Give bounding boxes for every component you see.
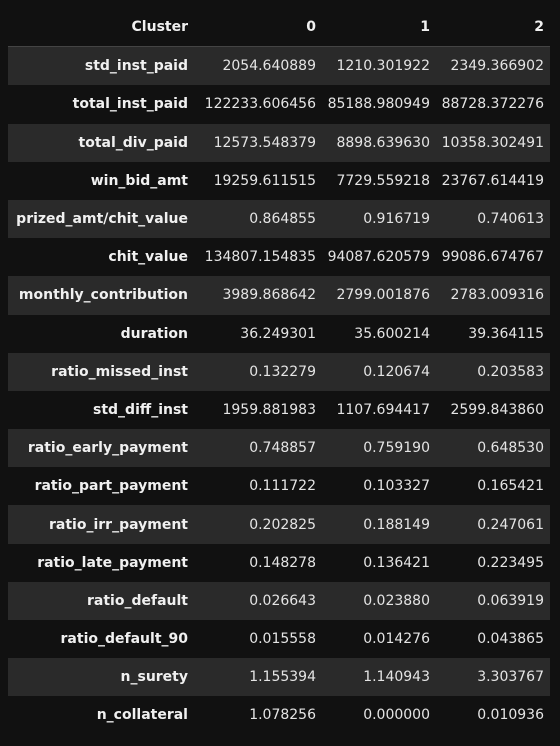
row-label: chit_value [108, 249, 188, 266]
row-label: total_div_paid [78, 134, 188, 151]
cell-value: 0.759190 [363, 440, 430, 457]
row-label: duration [120, 325, 188, 342]
table-row: std_diff_inst 1959.881983 1107.694417 25… [8, 390, 550, 430]
cell-value: 0.015558 [249, 631, 316, 648]
row-label: ratio_default [87, 592, 188, 609]
row-label: prized_amt/chit_value [16, 211, 188, 228]
cell-value: 1.155394 [249, 669, 316, 686]
column-header-2: 2 [436, 8, 550, 48]
row-label: ratio_irr_payment [49, 516, 188, 533]
cell-value: 0.000000 [363, 707, 430, 724]
table-row: ratio_default 0.026643 0.023880 0.063919 [8, 581, 550, 620]
cell-value: 0.203583 [477, 363, 544, 380]
cell-value: 0.063919 [477, 592, 544, 609]
cell-value: 1107.694417 [336, 401, 430, 418]
row-label: ratio_late_payment [37, 554, 188, 571]
cell-value: 0.132279 [249, 363, 316, 380]
cell-value: 0.103327 [363, 478, 430, 495]
table-row: win_bid_amt 19259.611515 7729.559218 237… [8, 161, 550, 200]
cell-value: 3989.868642 [222, 287, 316, 304]
cell-value: 0.014276 [363, 631, 430, 648]
cell-value: 35.600214 [354, 325, 430, 342]
cell-value: 0.148278 [249, 554, 316, 571]
cell-value: 0.120674 [363, 363, 430, 380]
table-row: ratio_irr_payment 0.202825 0.188149 0.24… [8, 505, 550, 544]
row-label: win_bid_amt [90, 172, 188, 189]
cell-value: 0.188149 [363, 516, 430, 533]
cell-value: 0.043865 [477, 631, 544, 648]
cell-value: 122233.606456 [204, 96, 316, 113]
cell-value: 1.078256 [249, 707, 316, 724]
row-label: ratio_early_payment [27, 440, 188, 457]
cell-value: 0.111722 [249, 478, 316, 495]
header-row: Cluster 0 1 2 [8, 8, 550, 48]
table-row: chit_value 134807.154835 94087.620579 99… [8, 238, 550, 277]
table-row: n_surety 1.155394 1.140943 3.303767 [8, 658, 550, 697]
table-header: Cluster 0 1 2 [8, 8, 550, 48]
cell-value: 1210.301922 [336, 58, 430, 75]
row-label: monthly_contribution [18, 287, 188, 304]
cell-value: 0.247061 [477, 516, 544, 533]
cell-value: 10358.302491 [441, 134, 544, 151]
column-header-0: 0 [194, 8, 322, 48]
table-row: ratio_default_90 0.015558 0.014276 0.043… [8, 620, 550, 659]
table-row: ratio_part_payment 0.111722 0.103327 0.1… [8, 467, 550, 506]
row-label: n_surety [120, 669, 188, 686]
table-row: total_div_paid 12573.548379 8898.639630 … [8, 123, 550, 162]
index-header: Cluster [8, 8, 194, 48]
cell-value: 2599.843860 [450, 401, 544, 418]
table-row: prized_amt/chit_value 0.864855 0.916719 … [8, 199, 550, 239]
cell-value: 88728.372276 [441, 96, 544, 113]
cell-value: 2783.009316 [450, 287, 544, 304]
cell-value: 0.748857 [249, 440, 316, 457]
cell-value: 1.140943 [363, 669, 430, 686]
cell-value: 3.303767 [477, 669, 544, 686]
table-row: std_inst_paid 2054.640889 1210.301922 23… [8, 46, 550, 86]
table-row: ratio_early_payment 0.748857 0.759190 0.… [8, 429, 550, 468]
table-row: ratio_missed_inst 0.132279 0.120674 0.20… [8, 352, 550, 391]
cell-value: 12573.548379 [213, 134, 316, 151]
cell-value: 0.023880 [363, 592, 430, 609]
cell-value: 19259.611515 [213, 172, 316, 189]
table-body: std_inst_paid 2054.640889 1210.301922 23… [8, 46, 550, 735]
cell-value: 1959.881983 [222, 401, 316, 418]
cell-value: 36.249301 [240, 325, 316, 342]
cell-value: 134807.154835 [204, 249, 316, 266]
cell-value: 2054.640889 [222, 58, 316, 75]
cell-value: 99086.674767 [441, 249, 544, 266]
table-row: n_collateral 1.078256 0.000000 0.010936 [8, 696, 550, 735]
cell-value: 0.648530 [477, 440, 544, 457]
cell-value: 39.364115 [468, 325, 544, 342]
row-label: ratio_default_90 [60, 631, 188, 648]
cluster-summary-table: Cluster 0 1 2 std_inst_paid 2054.640889 … [8, 8, 550, 735]
cell-value: 85188.980949 [327, 96, 430, 113]
cell-value: 0.136421 [363, 554, 430, 571]
row-label: ratio_part_payment [34, 478, 188, 495]
column-header-1: 1 [322, 8, 436, 48]
cell-value: 0.740613 [477, 211, 544, 228]
table-row: ratio_late_payment 0.148278 0.136421 0.2… [8, 543, 550, 582]
cell-value: 0.916719 [363, 211, 430, 228]
table-row: duration 36.249301 35.600214 39.364115 [8, 314, 550, 353]
cell-value: 2799.001876 [336, 287, 430, 304]
cell-value: 0.864855 [249, 211, 316, 228]
row-label: total_inst_paid [72, 96, 188, 113]
table-row: total_inst_paid 122233.606456 85188.9809… [8, 85, 550, 124]
cell-value: 0.223495 [477, 554, 544, 571]
cell-value: 0.026643 [249, 592, 316, 609]
cell-value: 0.165421 [477, 478, 544, 495]
row-label: ratio_missed_inst [51, 363, 188, 380]
cell-value: 0.202825 [249, 516, 316, 533]
cell-value: 2349.366902 [450, 58, 544, 75]
cell-value: 7729.559218 [336, 172, 430, 189]
row-label: std_inst_paid [84, 58, 188, 75]
cell-value: 0.010936 [477, 707, 544, 724]
table-row: monthly_contribution 3989.868642 2799.00… [8, 276, 550, 315]
row-label: std_diff_inst [93, 401, 188, 418]
row-label: n_collateral [96, 707, 188, 724]
cell-value: 94087.620579 [327, 249, 430, 266]
cell-value: 8898.639630 [336, 134, 430, 151]
cell-value: 23767.614419 [441, 172, 544, 189]
